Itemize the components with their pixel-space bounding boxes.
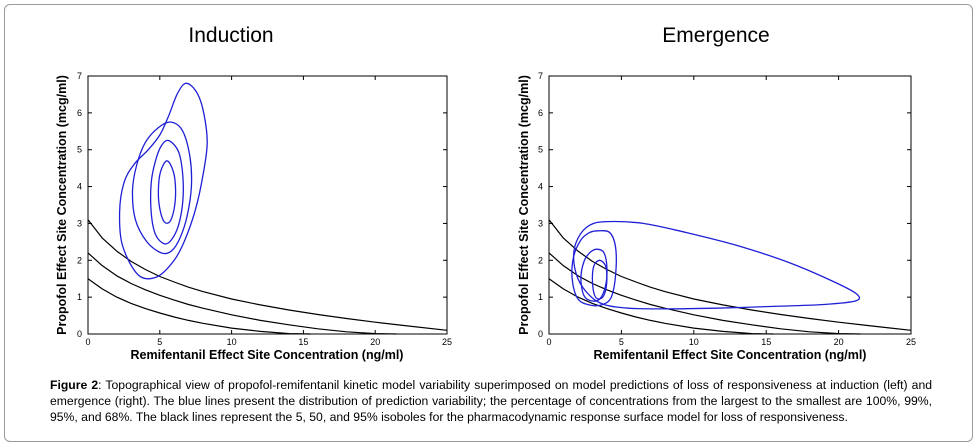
x-tick-label: 25: [442, 337, 452, 347]
induction-isobole-50pct: [87, 252, 397, 335]
emergence-y-axis-label: Propofol Effect Site Concentration (mcg/…: [517, 75, 531, 335]
induction-contour-95pct: [150, 139, 184, 245]
figure-frame: [4, 4, 973, 442]
induction-panel: Induction 0 5 10 15 20 25 0 1 2 3 4 5 6 7 Remifentani…: [55, 24, 452, 362]
emergence-isobole-50pct: [548, 252, 861, 335]
emergence-ticks: 0 5 10 15 20 25 0 1 2 3 4 5 6 7: [538, 71, 916, 347]
induction-ticks: 0 5 10 15 20 25 0 1 2 3 4 5 6 7: [77, 71, 452, 347]
induction-isobole-5pct: [87, 278, 311, 335]
induction-contours: [118, 82, 208, 280]
y-tick-label: 0: [77, 329, 82, 339]
induction-contour-68pct: [157, 160, 177, 224]
induction-contour-100pct: [118, 82, 208, 280]
y-tick-label: 4: [77, 182, 82, 192]
figure-caption: Figure 2: Topographical view of propofol…: [50, 377, 932, 425]
induction-title: Induction: [188, 24, 273, 47]
y-tick-label: 7: [77, 71, 82, 81]
y-tick-label: 5: [77, 145, 82, 155]
induction-y-axis-label: Propofol Effect Site Concentration (mcg/…: [55, 75, 69, 335]
induction-x-axis-label: Remifentanil Effect Site Concentration (…: [131, 348, 404, 362]
caption-text: : Topographical view of propofol-remifen…: [50, 378, 933, 424]
x-tick-label: 0: [85, 337, 90, 347]
x-tick-label: 20: [834, 337, 844, 347]
y-tick-label: 5: [538, 145, 543, 155]
y-tick-label: 3: [538, 218, 543, 228]
x-tick-label: 5: [157, 337, 162, 347]
emergence-isobole-95pct: [548, 219, 912, 331]
y-tick-label: 1: [538, 292, 543, 302]
x-tick-label: 20: [370, 337, 380, 347]
induction-plot-area: [87, 75, 448, 335]
y-tick-label: 6: [77, 108, 82, 118]
y-tick-label: 2: [77, 255, 82, 265]
y-tick-label: 7: [538, 71, 543, 81]
emergence-plot-area: [548, 75, 912, 335]
caption-label: Figure 2: [50, 378, 99, 392]
induction-isobole-95pct: [87, 219, 448, 331]
y-tick-label: 0: [538, 329, 543, 339]
x-tick-label: 15: [298, 337, 308, 347]
emergence-contours: [571, 220, 861, 310]
emergence-isobole-5pct: [548, 278, 774, 335]
x-tick-label: 10: [689, 337, 699, 347]
induction-contour-99pct: [131, 121, 193, 255]
x-tick-label: 15: [761, 337, 771, 347]
y-tick-label: 2: [538, 255, 543, 265]
emergence-title: Emergence: [662, 24, 769, 47]
y-tick-label: 6: [538, 108, 543, 118]
emergence-contour-95pct: [580, 248, 608, 302]
x-tick-label: 10: [227, 337, 237, 347]
emergence-contour-68pct: [591, 259, 608, 300]
emergence-x-axis-label: Remifentanil Effect Site Concentration (…: [594, 348, 867, 362]
x-tick-label: 0: [546, 337, 551, 347]
emergence-panel: Emergence 0 5 10 15 20 25 0 1 2 3 4 5 6 7 Remifentani…: [517, 24, 916, 362]
y-tick-label: 3: [77, 218, 82, 228]
x-tick-label: 5: [619, 337, 624, 347]
emergence-isoboles: [548, 219, 912, 335]
emergence-contour-99pct: [571, 230, 617, 307]
x-tick-label: 25: [906, 337, 916, 347]
induction-isoboles: [87, 219, 448, 335]
y-tick-label: 4: [538, 182, 543, 192]
y-tick-label: 1: [77, 292, 82, 302]
